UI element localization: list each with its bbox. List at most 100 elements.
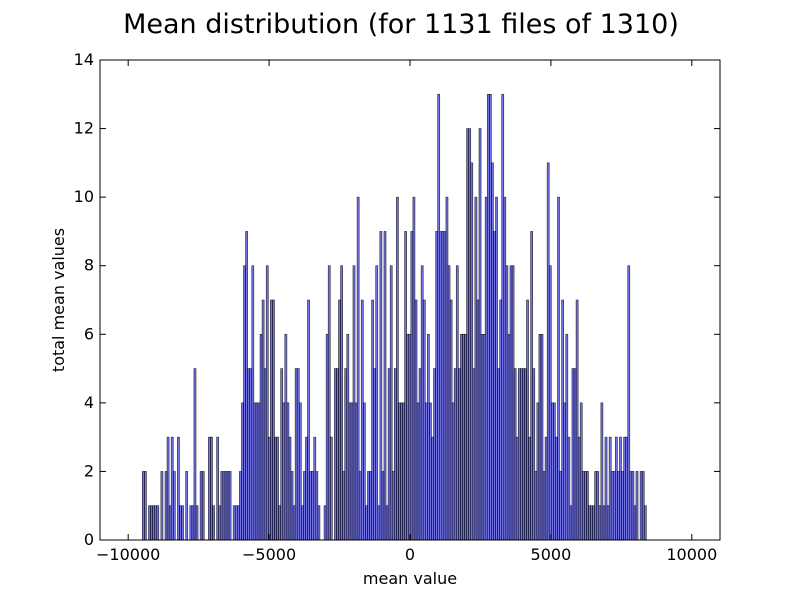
histogram-bar (635, 471, 639, 541)
histogram-bar (532, 368, 536, 541)
histogram-bar (592, 505, 595, 541)
y-tick-label: 14 (74, 50, 94, 69)
histogram-bar (501, 93, 505, 541)
histogram-bar (447, 265, 451, 541)
histogram-bar (284, 333, 288, 541)
y-tick-label: 10 (74, 187, 94, 206)
histogram-bar (298, 402, 302, 541)
histogram-bar (455, 265, 459, 541)
histogram-bar (280, 368, 284, 541)
y-tick-label: 4 (84, 393, 94, 412)
histogram-bar (251, 265, 255, 541)
histogram-bar (259, 333, 263, 541)
histogram-bar (486, 93, 490, 541)
histogram-bar (513, 368, 517, 541)
y-tick-label: 0 (84, 530, 94, 549)
histogram-bar (168, 505, 172, 541)
histogram-bar (420, 265, 424, 541)
histogram-bar (590, 505, 593, 541)
histogram-bar (482, 333, 486, 541)
histogram-bar (410, 231, 414, 541)
histogram-bar (441, 231, 445, 541)
histogram-bar (437, 93, 441, 541)
histogram-bar (371, 299, 374, 541)
histogram-bar (272, 299, 275, 541)
histogram-bar (555, 436, 558, 541)
histogram-bar (468, 128, 472, 541)
histogram-bar (491, 162, 494, 541)
histogram-bar (360, 299, 364, 541)
histogram-bar (561, 299, 564, 541)
histogram-bar (224, 471, 228, 541)
histogram-bar (524, 368, 527, 541)
y-tick-label: 8 (84, 256, 94, 275)
histogram-bar (544, 436, 548, 541)
histogram-bar (292, 505, 296, 541)
histogram-bar (249, 368, 253, 541)
histogram-bar (439, 231, 443, 541)
histogram-bar (610, 471, 614, 541)
histogram-bar (286, 402, 290, 541)
histogram-bar (170, 436, 174, 541)
histogram-bar (237, 505, 240, 541)
histogram-bar (528, 436, 531, 541)
histogram-bar (278, 505, 281, 541)
histogram-bar (313, 436, 317, 541)
x-axis-ticks: −10000 −5000 0 5000 10000 (96, 60, 717, 564)
histogram-bar (575, 299, 579, 541)
histogram-bar (569, 505, 573, 541)
histogram-bar (499, 299, 503, 541)
histogram-bar (542, 471, 546, 541)
histogram-bar (296, 368, 300, 541)
histogram-bar (466, 128, 469, 541)
x-tick-label: 0 (405, 545, 415, 564)
histogram-bar (338, 299, 341, 541)
histogram-bar (334, 368, 337, 541)
histogram-bar (350, 402, 354, 541)
x-tick-label: −10000 (96, 545, 160, 564)
histogram-bar (553, 402, 556, 541)
histogram-bar (177, 436, 180, 541)
histogram-bar (497, 368, 500, 541)
histogram-bar (144, 471, 147, 541)
histogram-bar (526, 299, 529, 541)
histogram-bar (369, 471, 372, 541)
histogram-bar (643, 505, 647, 541)
y-tick-label: 12 (74, 119, 94, 138)
histogram-bar (257, 402, 261, 541)
histogram-bar (325, 333, 329, 541)
histogram-bar (429, 402, 432, 541)
histogram-bar (588, 505, 591, 541)
histogram-bar (222, 471, 226, 541)
histogram-bar (548, 265, 552, 541)
histogram-bar (621, 471, 624, 541)
histogram-bar (509, 265, 513, 541)
histogram-bar (427, 333, 430, 541)
histogram-bar (476, 299, 480, 541)
histogram-bar (348, 402, 352, 541)
histogram-bar (563, 402, 567, 541)
histogram-bar (404, 231, 407, 541)
y-axis-ticks: 0 2 4 6 8 10 12 14 (74, 50, 720, 549)
histogram-bar (379, 231, 383, 541)
histogram-bar (243, 265, 246, 541)
histogram-bar (323, 505, 327, 541)
histogram-bar (443, 231, 447, 541)
histogram-bar (265, 265, 269, 541)
histogram-bar (218, 505, 222, 541)
histogram-bar (594, 471, 598, 541)
histogram-bar (303, 471, 306, 541)
histogram-bar (623, 436, 626, 541)
histogram-bar (449, 299, 453, 541)
histogram-bar (458, 368, 461, 541)
x-tick-label: 5000 (531, 545, 572, 564)
histogram-bar (600, 402, 604, 541)
histogram-bar (400, 402, 403, 541)
histogram-bar (567, 436, 571, 541)
y-tick-label: 6 (84, 324, 94, 343)
histogram-bar (234, 505, 238, 541)
histogram-bar (290, 471, 294, 541)
histogram-bar (550, 402, 554, 541)
histogram-bar (141, 471, 145, 541)
